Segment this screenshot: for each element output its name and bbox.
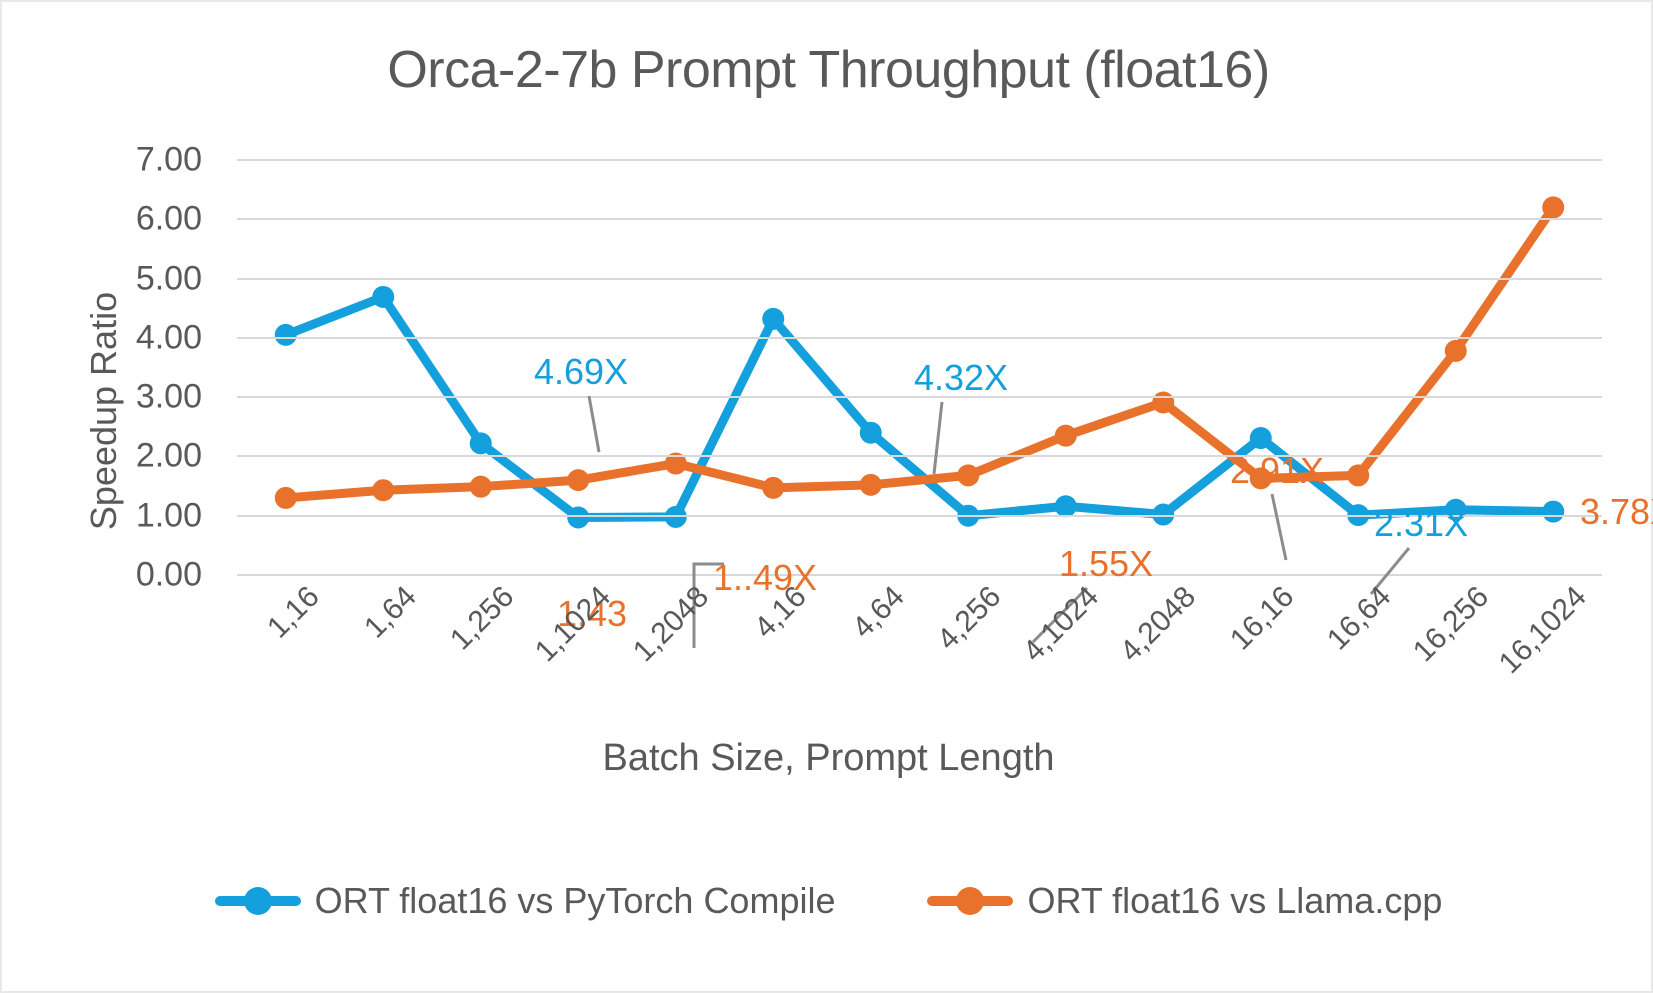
gridline xyxy=(237,277,1602,280)
legend-line-marker-icon xyxy=(214,896,301,906)
data-point-marker xyxy=(372,479,395,502)
data-point-marker xyxy=(1444,498,1467,521)
data-point-marker xyxy=(859,421,882,444)
data-point-marker xyxy=(762,476,785,499)
x-axis-tick-label: 1,16 xyxy=(260,580,326,645)
data-point-marker xyxy=(1347,464,1370,487)
legend-label: ORT float16 vs Llama.cpp xyxy=(1027,880,1443,921)
gridline xyxy=(237,159,1602,161)
data-point-marker xyxy=(664,452,687,475)
y-axis-tick-label: 4.00 xyxy=(135,318,202,357)
data-point-marker xyxy=(664,505,687,528)
data-point-marker xyxy=(1249,467,1272,490)
legend-item[interactable]: ORT float16 vs PyTorch Compile xyxy=(214,880,836,922)
x-axis-tick-label: 1,2048 xyxy=(626,580,715,669)
data-point-marker xyxy=(1152,391,1175,414)
legend-line-marker-icon xyxy=(927,896,1014,906)
y-axis-tick-label: 0.00 xyxy=(135,555,202,594)
chart-legend: ORT float16 vs PyTorch Compile ORT float1… xyxy=(2,880,1653,922)
data-point-marker xyxy=(957,464,980,487)
data-point-marker xyxy=(1249,427,1272,450)
x-axis-tick-label: 4,256 xyxy=(931,580,1008,657)
data-point-marker xyxy=(274,323,297,346)
y-axis-tick-label: 3.00 xyxy=(135,377,202,416)
data-point-marker xyxy=(1054,495,1077,518)
x-axis-tick-label: 16,16 xyxy=(1223,580,1301,657)
y-axis-tick-label: 6.00 xyxy=(135,199,202,238)
x-axis-tick-label: 1,256 xyxy=(443,580,521,657)
gridline xyxy=(237,455,1602,458)
gridline xyxy=(237,514,1602,517)
data-point-marker xyxy=(1054,424,1077,447)
data-point-marker xyxy=(567,469,590,492)
y-axis-tick-label: 7.00 xyxy=(135,140,202,179)
x-axis-tick-label: 1,1024 xyxy=(529,580,618,669)
series-svg xyxy=(274,196,1565,529)
data-point-marker xyxy=(372,285,395,308)
y-axis-tick-label: 1.00 xyxy=(135,496,202,535)
x-axis-title: Batch Size, Prompt Length xyxy=(602,737,1055,779)
gridline xyxy=(237,336,1602,339)
legend-label: ORT float16 vs PyTorch Compile xyxy=(314,880,836,921)
x-axis-tick-label: 4,2048 xyxy=(1114,580,1203,669)
data-point-marker xyxy=(859,473,882,496)
gridline xyxy=(237,396,1602,399)
plot-area xyxy=(237,159,1602,576)
data-point-marker xyxy=(762,307,785,330)
x-axis-tick-label: 16,1024 xyxy=(1493,580,1594,681)
data-point-marker xyxy=(469,475,492,498)
x-axis-tick-label: 1,64 xyxy=(358,580,423,645)
data-point-marker xyxy=(274,486,297,509)
x-axis-tick-label: 4,16 xyxy=(748,580,813,645)
y-axis-tick-label: 2.00 xyxy=(135,436,202,475)
data-point-marker xyxy=(1542,500,1565,523)
data-point-marker xyxy=(1152,503,1175,526)
x-axis-tick-label: 16,64 xyxy=(1321,580,1398,657)
x-axis-tick-labels: 1,16 1,64 1,256 1,1024 1,2048 4,16 4,64 4,256 4,… xyxy=(237,580,1602,730)
data-point-marker xyxy=(469,432,492,455)
data-point-marker xyxy=(567,506,590,529)
y-axis-tick-labels: 7.00 6.00 5.00 4.00 3.00 2.00 1.00 0.00 xyxy=(102,141,220,594)
x-axis-tick-label: 16,256 xyxy=(1406,580,1495,669)
x-axis-tick-label: 4,64 xyxy=(845,580,911,645)
x-axis-tick-label: 4,1024 xyxy=(1016,580,1105,669)
gridline xyxy=(237,218,1602,221)
legend-item[interactable]: ORT float16 vs Llama.cpp xyxy=(927,880,1442,922)
y-axis-tick-label: 5.00 xyxy=(135,259,202,298)
data-point-marker xyxy=(1542,196,1565,219)
series-line xyxy=(281,202,1558,503)
gridline xyxy=(237,574,1602,576)
chart-title: Orca-2-7b Prompt Throughput (float16) xyxy=(387,41,1270,99)
data-point-marker xyxy=(1444,339,1467,362)
